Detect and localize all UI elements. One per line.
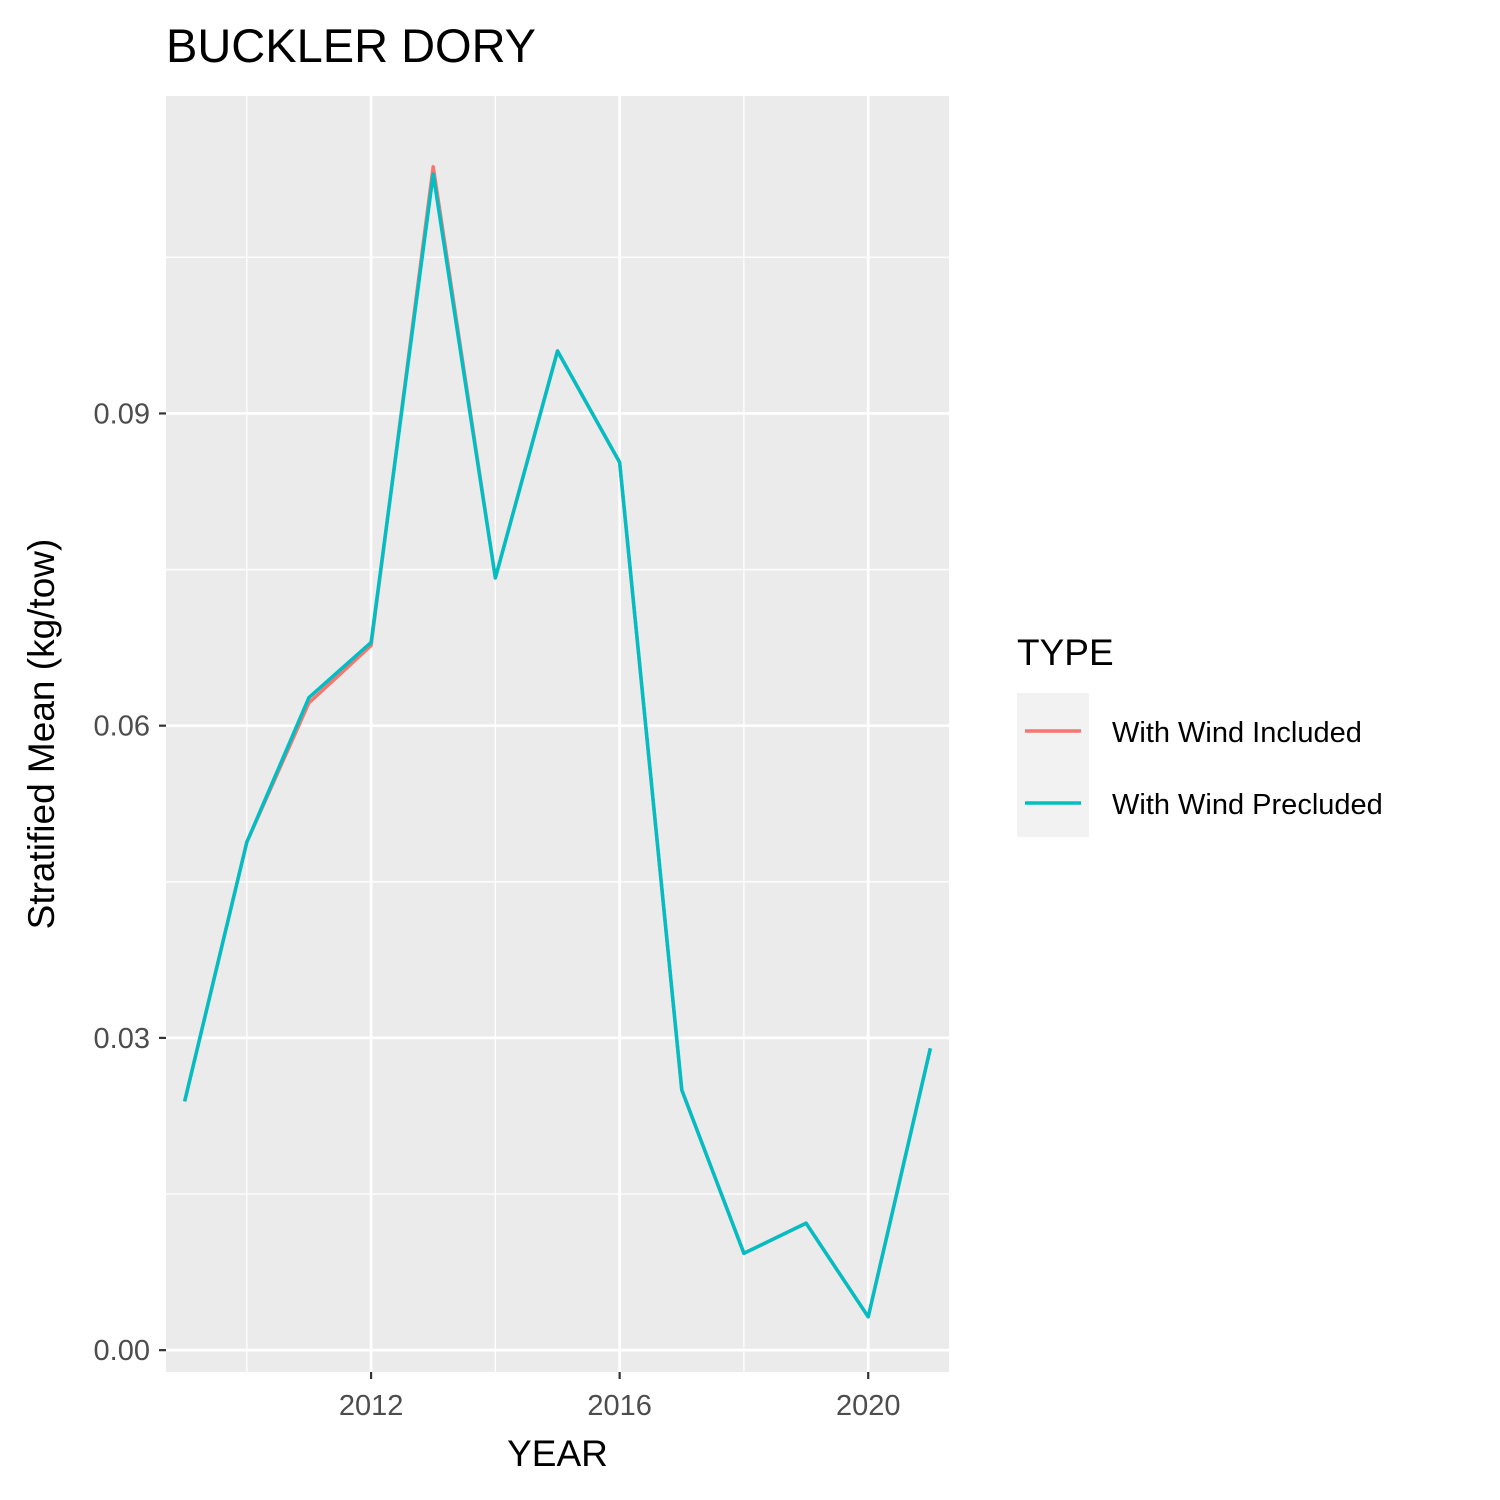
y-tick-label: 0.09 [94, 398, 150, 430]
y-tick-label: 0.00 [94, 1335, 150, 1367]
y-axis-title: Stratified Mean (kg/tow) [21, 539, 62, 930]
x-tick-label: 2016 [587, 1390, 652, 1422]
legend-label-with-wind-precluded: With Wind Precluded [1112, 789, 1383, 821]
major-gridlines [166, 96, 949, 1372]
x-axis-title: YEAR [507, 1433, 608, 1474]
series-line-with-wind-precluded [182, 172, 933, 1319]
legend-key-background [1017, 693, 1089, 837]
y-tick-label: 0.06 [94, 711, 150, 743]
minor-gridlines [166, 96, 949, 1372]
legend-label-with-wind-included: With Wind Included [1112, 717, 1362, 749]
series-lines [182, 165, 933, 1319]
x-tick-label: 2020 [836, 1390, 901, 1422]
legend: TYPE With Wind Included With Wind Preclu… [1017, 632, 1383, 837]
legend-title: TYPE [1017, 632, 1114, 673]
plot-panel [166, 96, 949, 1372]
y-axis: 0.00 0.03 0.06 0.09 [94, 398, 166, 1367]
x-axis: 2012 2016 2020 [339, 1372, 901, 1422]
x-tick-label: 2012 [339, 1390, 404, 1422]
chart-title: BUCKLER DORY [166, 19, 536, 72]
y-tick-label: 0.03 [94, 1023, 150, 1055]
